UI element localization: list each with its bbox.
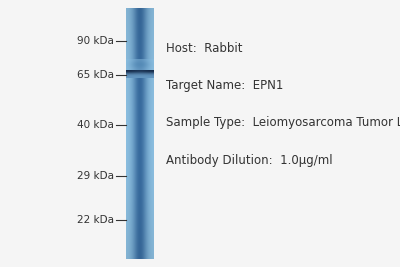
Text: 65 kDa: 65 kDa <box>77 70 114 80</box>
Text: Host:  Rabbit: Host: Rabbit <box>166 42 242 54</box>
Text: 22 kDa: 22 kDa <box>77 215 114 225</box>
Text: 29 kDa: 29 kDa <box>77 171 114 181</box>
Text: Antibody Dilution:  1.0μg/ml: Antibody Dilution: 1.0μg/ml <box>166 154 333 167</box>
Text: 40 kDa: 40 kDa <box>77 120 114 131</box>
Text: Sample Type:  Leiomyosarcoma Tumor Lysate: Sample Type: Leiomyosarcoma Tumor Lysate <box>166 116 400 129</box>
Text: Target Name:  EPN1: Target Name: EPN1 <box>166 79 283 92</box>
Text: 90 kDa: 90 kDa <box>77 36 114 46</box>
